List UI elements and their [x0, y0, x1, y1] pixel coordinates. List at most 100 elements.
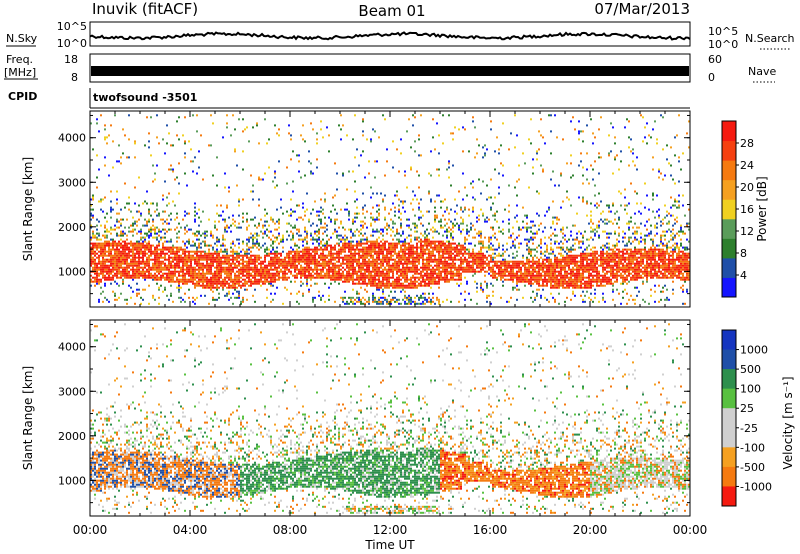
- power-cell: [150, 232, 152, 235]
- power-cell: [366, 266, 368, 269]
- power-cell: [100, 242, 102, 245]
- power-cell: [342, 296, 344, 299]
- power-cell: [250, 258, 252, 261]
- power-cell: [196, 230, 198, 233]
- power-cell: [270, 264, 272, 267]
- power-cell: [368, 302, 370, 305]
- power-cell: [326, 254, 328, 257]
- power-cell: [118, 284, 120, 287]
- power-cell: [274, 262, 276, 265]
- power-cell: [246, 250, 248, 253]
- power-cell: [500, 162, 502, 165]
- power-cell: [120, 222, 122, 225]
- power-cell: [332, 254, 334, 257]
- power-cell: [374, 130, 376, 133]
- power-cell: [362, 282, 364, 285]
- power-cell: [352, 220, 354, 223]
- power-cell: [110, 252, 112, 255]
- power-cell: [104, 278, 106, 281]
- power-cell: [370, 222, 372, 225]
- power-cell: [438, 280, 440, 283]
- power-cell: [476, 216, 478, 219]
- power-cell: [390, 246, 392, 249]
- power-cell: [208, 286, 210, 289]
- power-cell: [372, 296, 374, 299]
- power-cell: [378, 288, 380, 291]
- power-cell: [156, 264, 158, 267]
- power-cell: [452, 164, 454, 167]
- power-cell: [412, 266, 414, 269]
- power-cell: [494, 212, 496, 215]
- power-cell: [262, 232, 264, 235]
- power-cell: [122, 256, 124, 259]
- power-cell: [142, 268, 144, 271]
- power-cell: [378, 284, 380, 287]
- power-cell: [218, 252, 220, 255]
- power-cell: [170, 284, 172, 287]
- power-cell: [276, 236, 278, 239]
- power-cell: [354, 278, 356, 281]
- power-cell: [170, 276, 172, 279]
- power-cell: [146, 242, 148, 245]
- power-cell: [394, 248, 396, 251]
- power-cell: [422, 246, 424, 249]
- power-cell: [260, 230, 262, 233]
- power-cell: [110, 258, 112, 261]
- power-cell: [160, 270, 162, 273]
- power-cell: [266, 212, 268, 215]
- power-cell: [330, 252, 332, 255]
- power-cell: [108, 274, 110, 277]
- power-cell: [408, 234, 410, 237]
- power-cell: [374, 218, 376, 221]
- power-cell: [364, 270, 366, 273]
- power-cell: [480, 270, 482, 273]
- power-cell: [432, 226, 434, 229]
- power-cell: [414, 284, 416, 287]
- power-cell: [372, 128, 374, 131]
- power-cell: [476, 254, 478, 257]
- power-cell: [104, 268, 106, 271]
- power-cell: [148, 272, 150, 275]
- power-cell: [206, 280, 208, 283]
- power-cell: [292, 226, 294, 229]
- power-cell: [184, 254, 186, 257]
- power-cell: [182, 262, 184, 265]
- power-cell: [400, 302, 402, 305]
- power-cell: [148, 254, 150, 257]
- power-cell: [448, 114, 450, 117]
- power-cell: [396, 282, 398, 285]
- power-cell: [342, 226, 344, 229]
- power-cell: [200, 278, 202, 281]
- power-cell: [360, 270, 362, 273]
- power-cell: [90, 204, 92, 207]
- power-cell: [98, 300, 100, 303]
- power-cell: [196, 264, 198, 267]
- power-cell: [340, 274, 342, 277]
- power-cell: [190, 276, 192, 279]
- power-cell: [352, 248, 354, 251]
- power-cell: [114, 252, 116, 255]
- power-cell: [464, 238, 466, 241]
- power-cell: [340, 264, 342, 267]
- power-cell: [290, 280, 292, 283]
- power-cell: [208, 302, 210, 305]
- power-cell: [512, 278, 514, 281]
- power-cell: [252, 262, 254, 265]
- power-cell: [212, 262, 214, 265]
- power-cell: [494, 260, 496, 263]
- power-cell: [256, 234, 258, 237]
- power-cell: [446, 228, 448, 231]
- power-cell: [348, 280, 350, 283]
- power-cell: [176, 286, 178, 289]
- power-cell: [104, 248, 106, 251]
- power-cell: [154, 258, 156, 261]
- power-cell: [190, 256, 192, 259]
- power-cell: [194, 298, 196, 301]
- power-cell: [242, 198, 244, 201]
- power-cell: [202, 280, 204, 283]
- power-cell: [194, 210, 196, 213]
- power-cell: [288, 268, 290, 271]
- power-cell: [158, 278, 160, 281]
- power-cell: [318, 230, 320, 233]
- power-cell: [210, 264, 212, 267]
